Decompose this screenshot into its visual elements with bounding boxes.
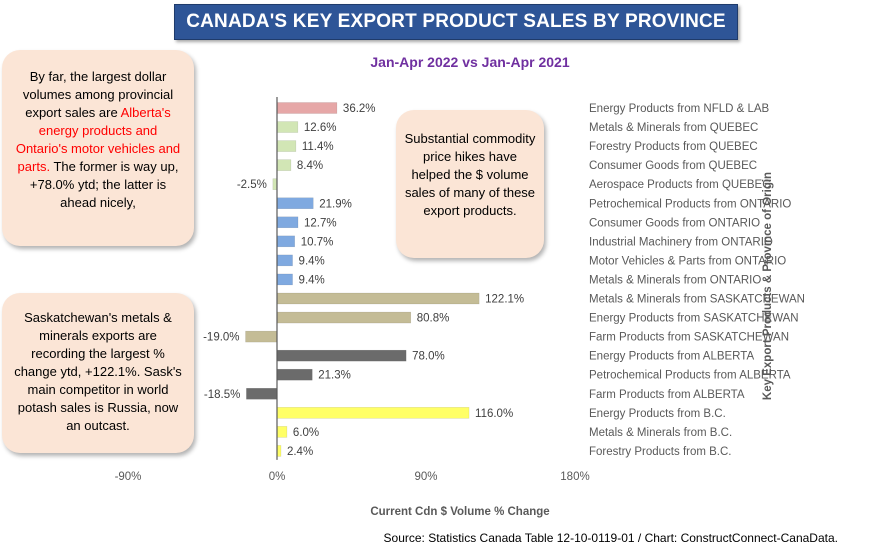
category-label: Forestry Products from B.C. [589,446,732,458]
source-note: Source: Statistics Canada Table 12-10-01… [383,531,838,545]
data-label: 6.0% [293,427,319,439]
bar [276,159,292,171]
bar [272,178,278,190]
data-label: 12.6% [304,122,337,134]
category-label: Farm Products from ALBERTA [589,389,745,401]
data-label: 12.7% [304,217,337,229]
data-label: 116.0% [475,408,513,420]
category-label: Motor Vehicles & Parts from ONTARIO [589,255,786,267]
category-label: Consumer Goods from ONTARIO [589,217,760,229]
callout-price-hikes: Substantial commodity price hikes have h… [396,110,544,258]
data-label: 122.1% [485,294,524,306]
data-label: -2.5% [237,179,267,191]
bar [276,121,299,133]
callout-saskatchewan: Saskatchewan's metals & minerals exports… [2,293,194,453]
chart-subtitle: Jan-Apr 2022 vs Jan-Apr 2021 [370,54,570,70]
data-label: 10.7% [301,236,334,248]
category-label: Energy Products from NFLD & LAB [589,103,770,115]
data-label: 78.0% [412,351,445,363]
bar [276,426,288,438]
bar [276,102,338,114]
data-label: -18.5% [204,389,240,401]
data-label: 21.3% [318,370,351,382]
x-tick-label: 180% [560,471,589,483]
data-label: 36.2% [343,103,376,115]
x-tick-label: 0% [269,471,286,483]
callout-text: By far, the largest dollar volumes among… [22,69,174,120]
category-label: Energy Products from B.C. [589,408,726,420]
bar [276,254,293,267]
category-label: Energy Products from ALBERTA [589,351,754,363]
category-label: Forestry Products from QUEBEC [589,141,758,153]
data-label: 9.4% [299,255,325,267]
bar [276,311,412,324]
category-label: Farm Products from SASKATCHEWAN [589,332,789,344]
bar [276,197,314,209]
chart-title: CANADA'S KEY EXPORT PRODUCT SALES BY PRO… [174,4,738,40]
bar [276,273,293,286]
bar [246,388,278,400]
category-label: Energy Products from SASKATCHEWAN [589,313,799,325]
callout-largest-volumes: By far, the largest dollar volumes among… [2,50,194,246]
data-label: 9.4% [299,274,325,286]
bar [276,216,299,229]
category-label: Aerospace Products from QUEBEC [589,179,771,191]
bar [276,368,313,381]
callout-text: The former is way up, +78.0% ytd; the la… [29,159,179,210]
category-label: Industrial Machinery from ONTARIO [589,236,773,248]
category-label: Petrochemical Products from ALBERTA [589,370,791,382]
category-label: Metals & Minerals from ONTARIO [589,274,761,286]
data-label: 8.4% [297,160,323,172]
data-label: 21.9% [319,198,352,210]
x-tick-label: 90% [414,471,437,483]
bar [276,292,480,305]
x-tick-label: -90% [115,471,142,483]
callout-highlight: Alberta's energy products and Ontario's … [15,105,181,174]
data-label: 2.4% [287,446,313,458]
category-label: Consumer Goods from QUEBEC [589,160,757,172]
x-axis-title: Current Cdn $ Volume % Change [370,506,550,518]
data-label: -19.0% [203,332,239,344]
bar [276,140,297,152]
bar [245,330,278,343]
category-label: Metals & Minerals from QUEBEC [589,122,758,134]
category-label: Petrochemical Products from ONTARIO [589,198,791,210]
data-label: 80.8% [417,313,450,325]
bar [276,349,407,362]
category-label: Metals & Minerals from SASKATCHEWAN [589,294,805,306]
bar [276,235,295,248]
category-label: Metals & Minerals from B.C. [589,427,732,439]
bar [276,407,470,419]
y-axis-title: Key Export Products & Province of Origin [762,171,774,401]
data-label: 11.4% [302,141,334,153]
